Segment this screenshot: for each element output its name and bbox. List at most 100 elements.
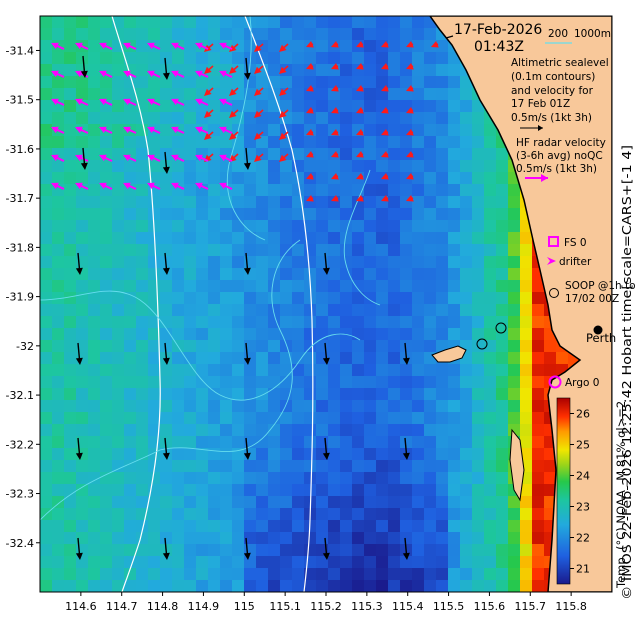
hf-velocity-arrow-head <box>75 182 83 190</box>
hf-velocity-arrow-head <box>75 154 83 162</box>
lon-tick-label: 115.1 <box>269 600 301 613</box>
garden-island <box>509 428 525 502</box>
surface-velocity-arrow-head <box>331 151 339 158</box>
hf-legend: HF radar velocity (3-6h avg) noQC 0.5m/s… <box>516 137 606 182</box>
altimetry-velocity-arrow <box>164 151 168 171</box>
surface-velocity-arrow-head <box>356 41 364 48</box>
surface-velocity-arrow-head <box>254 44 262 52</box>
surface-velocity-arrow-head <box>356 129 364 136</box>
hf-velocity-arrow-head <box>195 126 203 134</box>
altimetry-velocity-arrow <box>77 537 81 557</box>
lon-tick-label: 115 <box>234 600 255 613</box>
altimetry-velocity-arrow-head <box>322 357 330 365</box>
hf-velocity-arrow-head <box>123 42 131 50</box>
hf-velocity-arrow-head <box>219 98 227 106</box>
surface-velocity-arrow-head <box>381 41 389 48</box>
altimetry-velocity-arrow <box>245 437 249 457</box>
surface-velocity-arrow-head <box>306 195 314 202</box>
surface-velocity-arrow-head <box>381 107 389 114</box>
hf-velocity-arrow-head <box>99 42 107 50</box>
hf-velocity-arrow-head <box>219 70 227 78</box>
altimetry-velocity-arrow <box>82 55 86 75</box>
hf-velocity-arrow-head <box>51 42 59 50</box>
surface-velocity-arrow-head <box>381 85 389 92</box>
altimetry-velocity-arrow-head <box>322 452 330 460</box>
altimetry-velocity-arrow <box>164 437 168 457</box>
hf-velocity-arrow-head <box>75 126 83 134</box>
hf-velocity-arrow-head <box>195 154 203 162</box>
altimetry-velocity-arrow <box>164 342 168 362</box>
fs-label: FS 0 <box>564 237 587 249</box>
surface-velocity-arrow-head <box>406 129 414 136</box>
bathy-1000m-contour <box>244 16 314 592</box>
altimetry-velocity-arrow <box>245 147 249 167</box>
surface-velocity-arrow-head <box>356 63 364 70</box>
altimetry-legend: Altimetric sealevel (0.1m contours) and … <box>511 57 609 131</box>
surface-velocity-arrow-head <box>254 88 262 96</box>
islet <box>495 322 507 334</box>
hf-velocity-arrow-head <box>99 70 107 78</box>
hf-velocity-arrow-head <box>147 182 155 190</box>
velocity-arrows <box>204 41 439 202</box>
altimetry-velocity-arrow-head <box>162 357 170 365</box>
altimetry-velocity-arrow <box>404 437 408 457</box>
altimetry-velocity-arrow-head <box>243 357 251 365</box>
hf-velocity-arrow-head <box>123 126 131 134</box>
lon-tick-label: 115.5 <box>433 600 465 613</box>
surface-velocity-arrow-head <box>356 151 364 158</box>
surface-velocity-arrow-head <box>406 173 414 180</box>
hf-velocity-arrow-head <box>123 182 131 190</box>
hf-velocity-arrow-head <box>147 154 155 162</box>
altimetry-velocity-arrow <box>164 537 168 557</box>
surface-velocity-arrow-head <box>254 66 262 74</box>
sealevel-contour <box>40 290 361 401</box>
surface-velocity-arrow-head <box>204 110 212 118</box>
latitude-axis: -31.4 -31.5 -31.6 -31.7 -31.8 -31.9 -32 -32.1 -3… <box>6 44 40 550</box>
hf-velocity-arrow-head <box>171 126 179 134</box>
altimetry-velocity-arrow-head <box>162 166 170 174</box>
surface-velocity-arrow-head <box>229 66 237 74</box>
altimetry-velocity-arrow <box>324 252 328 272</box>
lon-tick-label: 115.7 <box>515 600 547 613</box>
surface-velocity-arrow-head <box>381 195 389 202</box>
hf-velocity-arrow-head <box>51 182 59 190</box>
altimetry-velocity-arrow <box>245 252 249 272</box>
surface-velocity-arrow-head <box>331 85 339 92</box>
surface-velocity-arrow-head <box>306 151 314 158</box>
lon-tick-label: 114.7 <box>106 600 138 613</box>
altimetry-velocity-arrow <box>404 342 408 362</box>
altimetry-velocity-arrow-head <box>402 552 410 560</box>
altimetry-velocity-arrow-head <box>162 552 170 560</box>
surface-velocity-arrow-head <box>406 151 414 158</box>
surface-velocity-arrow-head <box>356 107 364 114</box>
argo-label: Argo 0 <box>565 377 599 389</box>
hf-velocity-arrow-head <box>51 126 59 134</box>
argo-icon <box>548 375 562 389</box>
surface-velocity-arrow-head <box>204 132 212 140</box>
altimetry-velocity-arrow-head <box>243 552 251 560</box>
altimetry-velocity-arrow-head <box>402 452 410 460</box>
surface-velocity-arrow-head <box>279 154 287 162</box>
perth-label: Perth <box>586 331 616 345</box>
lat-tick-label: -32 <box>16 340 34 353</box>
altimetry-velocity-arrow-head <box>243 162 251 170</box>
bathy-200-label: 200 <box>548 28 568 40</box>
surface-velocity-arrow-head <box>331 129 339 136</box>
surface-velocity-arrow-head <box>381 129 389 136</box>
altimetry-velocity-arrow-head <box>75 552 83 560</box>
altimetry-velocity-arrow-head <box>75 267 83 275</box>
lon-tick-label: 115.8 <box>555 600 587 613</box>
surface-velocity-arrow-head <box>406 41 414 48</box>
surface-velocity-arrow-head <box>381 173 389 180</box>
soop-label-1: SOOP @1h to <box>565 280 636 292</box>
svg-text:0.5m/s (1kt 3h): 0.5m/s (1kt 3h) <box>511 112 592 124</box>
hf-velocity-arrow-head <box>147 126 155 134</box>
lon-tick-label: 115.2 <box>310 600 342 613</box>
surface-velocity-arrow-head <box>431 41 439 48</box>
altimetry-velocity-arrow-head <box>243 72 251 80</box>
sealevel-contour <box>40 239 301 521</box>
soop-icon <box>549 288 559 298</box>
surface-velocity-arrow-head <box>406 85 414 92</box>
surface-velocity-arrow-head <box>254 132 262 140</box>
